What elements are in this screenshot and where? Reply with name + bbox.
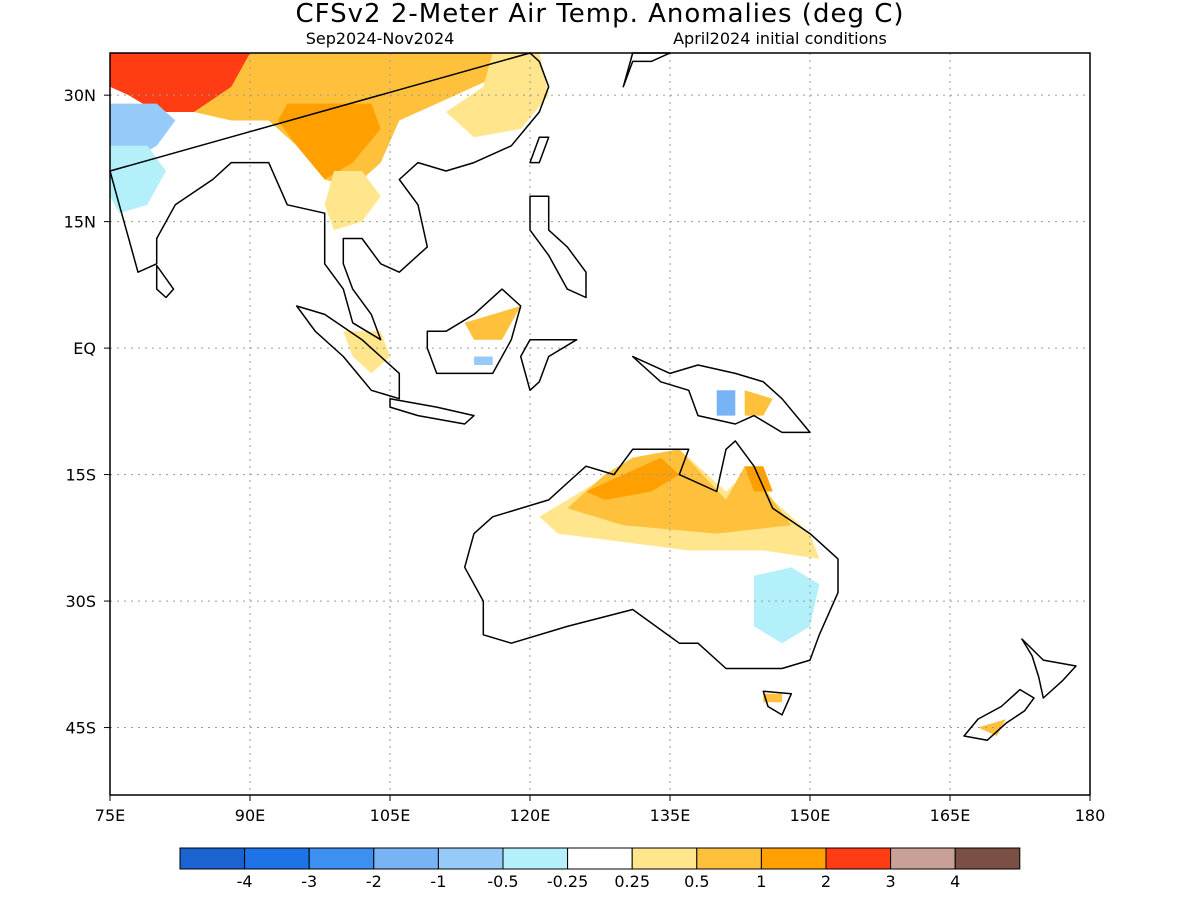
lon-tick-label: 135E: [650, 806, 691, 825]
colorbar-swatch: [760, 847, 827, 870]
coastline-philippines: [529, 195, 587, 299]
lat-tick-label: 30S: [65, 592, 96, 611]
anomaly-sumatra-mild: [343, 331, 390, 374]
lat-tick-label: EQ: [73, 339, 96, 358]
lat-tick-label: 15N: [64, 213, 96, 232]
lat-tick-label: 15S: [65, 466, 96, 485]
figure-title: CFSv2 2-Meter Air Temp. Anomalies (deg C…: [295, 0, 904, 29]
colorbar-label: 4: [950, 872, 960, 891]
coastline-taiwan: [529, 136, 550, 164]
coastline-australia: [463, 440, 839, 670]
coastline-tasmania: [762, 690, 793, 716]
colorbar-swatch: [825, 847, 892, 870]
colorbar-swatch: [696, 847, 762, 870]
anomaly-png-warm: [744, 390, 773, 416]
colorbar-swatch: [373, 847, 439, 870]
colorbar-label: -4: [237, 872, 253, 891]
coastline-sumatra: [295, 305, 401, 400]
coastline-asia-mainland: [109, 52, 550, 341]
lon-tick-label: 90E: [235, 806, 265, 825]
colorbar-swatch: [631, 847, 698, 870]
colorbar-label: -2: [366, 872, 382, 891]
anomaly-aus-se-cool: [754, 567, 820, 644]
anomaly-fill-layer: [110, 53, 1006, 736]
graticule: [110, 53, 1090, 795]
colorbar-label: 3: [886, 872, 896, 891]
colorbar-label: 2: [821, 872, 831, 891]
colorbar-swatch: [502, 847, 569, 870]
subtitle-initial-conditions: April2024 initial conditions: [673, 29, 887, 48]
coastline-new-guinea: [631, 355, 811, 434]
anomaly-aus-north-warm: [567, 449, 792, 534]
lon-tick-label: 75E: [95, 806, 125, 825]
lon-tick-label: 165E: [930, 806, 971, 825]
colorbar-label: -0.5: [487, 872, 518, 891]
subtitle-period: Sep2024-Nov2024: [306, 29, 455, 48]
anomaly-tasmania-warm: [763, 693, 782, 703]
colorbar-swatch: [244, 847, 310, 870]
colorbar-label: 0.5: [684, 872, 709, 891]
colorbar-swatch: [890, 847, 956, 870]
anomaly-png-cool: [716, 390, 736, 416]
coastline-java: [389, 397, 475, 425]
coastline-nz-north: [1021, 638, 1077, 699]
lat-tick-label: 30N: [64, 86, 96, 105]
anomaly-india-cool-fringe: [110, 145, 166, 214]
colorbar-swatch: [437, 847, 504, 870]
anomaly-aus-north-warmer: [586, 457, 680, 500]
lon-tick-label: 105E: [370, 806, 411, 825]
map-frame: [109, 52, 1091, 796]
anomaly-east-china-mild: [446, 53, 549, 138]
colorbar-swatch: [954, 847, 1021, 870]
coastlines: [109, 52, 1077, 741]
colorbar-swatch: [567, 847, 633, 870]
anomaly-borneo-warm: [464, 306, 521, 340]
coastline-sri-lanka: [155, 264, 175, 299]
colorbar-label: 1: [756, 872, 766, 891]
colorbar-label: 0.25: [614, 872, 650, 891]
lat-tick-label: 45S: [65, 719, 96, 738]
coastline-japan: [622, 52, 671, 88]
anomaly-burma-warmer: [278, 103, 381, 180]
lon-tick-label: 150E: [790, 806, 831, 825]
coastline-nz-south: [963, 688, 1035, 741]
colorbar-label: -1: [430, 872, 446, 891]
lon-tick-label: 180: [1075, 806, 1106, 825]
axis-ticks: 30N 15N EQ 15S 30S 45S 75E 90E 105E 120E 135E 150E 1…: [64, 86, 1106, 825]
anomaly-aus-cape-warmer: [744, 466, 773, 492]
colorbar: -4 -3 -2 -1 -0.5 -0.25 0.25 0.5 1 2 3 4: [179, 847, 1021, 891]
colorbar-label: -0.25: [547, 872, 588, 891]
anomaly-indochina-mild: [324, 171, 381, 231]
colorbar-swatch: [308, 847, 375, 870]
anomaly-borneo-cool: [474, 356, 493, 365]
colorbar-label: -3: [301, 872, 317, 891]
colorbar-swatch: [179, 847, 246, 870]
coastline-borneo: [426, 288, 522, 375]
lon-tick-label: 120E: [510, 806, 551, 825]
coastline-sulawesi: [519, 338, 578, 392]
